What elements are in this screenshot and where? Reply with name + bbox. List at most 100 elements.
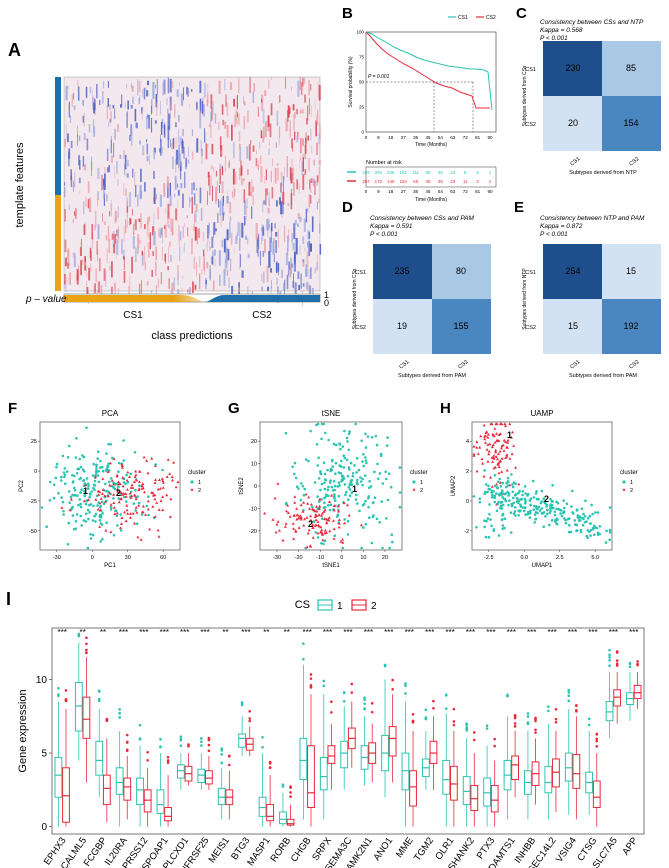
cluster-label-1: 1 bbox=[83, 486, 88, 496]
point-cluster-1 bbox=[81, 468, 85, 471]
point-cluster-1 bbox=[518, 510, 521, 513]
heatmap-cell bbox=[189, 104, 190, 108]
box-iqr bbox=[102, 774, 111, 806]
point-cluster-1 bbox=[501, 481, 505, 485]
point-cluster-1 bbox=[347, 486, 351, 489]
heatmap-cell bbox=[261, 98, 263, 103]
heatmap-cell bbox=[268, 148, 270, 156]
heatmap-cell bbox=[314, 267, 316, 274]
heatmap-cell bbox=[73, 253, 76, 268]
point-cluster-2 bbox=[499, 459, 502, 463]
point-cluster-1 bbox=[362, 464, 366, 468]
heatmap-cell bbox=[251, 206, 253, 219]
box-outlier bbox=[370, 710, 374, 714]
point-cluster-1 bbox=[94, 512, 98, 516]
heatmap-cell bbox=[111, 286, 113, 299]
heatmap-cell bbox=[175, 122, 177, 128]
point-cluster-1 bbox=[556, 518, 559, 522]
heatmap-cell bbox=[292, 143, 293, 152]
point-cluster-1 bbox=[542, 525, 545, 529]
box-outlier bbox=[179, 735, 183, 738]
heatmap-cell bbox=[195, 204, 198, 212]
scatter-legend-label-1: 1 bbox=[420, 480, 423, 486]
heatmap-cell bbox=[269, 123, 272, 138]
point-cluster-1 bbox=[116, 524, 119, 527]
point-cluster-1 bbox=[320, 542, 323, 545]
box-outlier bbox=[268, 766, 272, 769]
point-cluster-2 bbox=[274, 530, 278, 534]
point-cluster-2 bbox=[306, 502, 310, 505]
heatmap-cell bbox=[167, 137, 169, 149]
scatter-frame bbox=[259, 421, 403, 551]
point-cluster-1 bbox=[137, 501, 141, 505]
point-cluster-2 bbox=[129, 516, 132, 519]
heatmap-cell bbox=[163, 182, 166, 197]
scatter-x-tick: 60 bbox=[160, 555, 166, 561]
heatmap-cell bbox=[241, 222, 244, 238]
box-outlier bbox=[248, 717, 252, 720]
box-outlier bbox=[207, 743, 211, 747]
scatter-legend-title: cluster bbox=[410, 470, 428, 476]
point-cluster-1 bbox=[370, 541, 374, 545]
point-cluster-1 bbox=[299, 498, 303, 502]
heatmap-cell bbox=[310, 178, 313, 183]
box-outlier bbox=[179, 744, 183, 748]
heatmap-cell bbox=[225, 247, 228, 264]
point-cluster-2 bbox=[302, 523, 306, 527]
heatmap-cell bbox=[213, 222, 216, 235]
heatmap-cell bbox=[290, 168, 293, 184]
point-cluster-1 bbox=[517, 491, 520, 495]
heatmap-cell bbox=[298, 183, 300, 193]
heatmap-cell bbox=[271, 222, 273, 232]
cluster-label-1: 1 bbox=[352, 484, 357, 494]
heatmap-cell bbox=[71, 94, 74, 107]
significance-label: ** bbox=[80, 628, 86, 637]
point-cluster-2 bbox=[514, 466, 518, 469]
point-cluster-1 bbox=[506, 480, 510, 483]
point-cluster-1 bbox=[83, 490, 86, 493]
panel-d-value-22: 155 bbox=[453, 321, 468, 331]
box-outlier bbox=[554, 717, 558, 721]
point-cluster-1 bbox=[521, 493, 524, 497]
box-outlier bbox=[268, 761, 272, 765]
heatmap-cell bbox=[97, 167, 100, 179]
heatmap-cell bbox=[238, 287, 240, 292]
point-cluster-2 bbox=[156, 528, 160, 532]
heatmap-cell bbox=[110, 139, 112, 154]
point-cluster-1 bbox=[486, 490, 489, 494]
heatmap-cell bbox=[218, 199, 220, 208]
risk-x-tick: 90 bbox=[487, 189, 493, 194]
heatmap-cell bbox=[152, 251, 154, 256]
heatmap-cell bbox=[132, 96, 134, 104]
box-outlier bbox=[350, 682, 354, 686]
km-x-tick: 54 bbox=[438, 135, 444, 140]
heatmap-cell bbox=[167, 138, 169, 148]
heatmap-cell bbox=[64, 209, 66, 222]
point-cluster-2 bbox=[486, 443, 490, 446]
point-cluster-2 bbox=[490, 445, 494, 449]
heatmap-cell bbox=[178, 189, 180, 196]
heatmap-cell bbox=[97, 191, 99, 200]
point-cluster-1 bbox=[370, 436, 374, 439]
risk-cs1-value: 162 bbox=[399, 170, 407, 175]
point-cluster-2 bbox=[489, 475, 493, 479]
point-cluster-2 bbox=[492, 454, 496, 457]
point-cluster-1 bbox=[559, 512, 562, 515]
heatmap-cell bbox=[231, 124, 233, 141]
heatmap-cell bbox=[208, 175, 210, 186]
risk-cs2-value: 45 bbox=[425, 179, 431, 184]
point-cluster-1 bbox=[478, 500, 482, 504]
heatmap-cell bbox=[268, 198, 270, 207]
point-cluster-2 bbox=[332, 508, 336, 512]
heatmap-cell bbox=[107, 81, 109, 88]
point-cluster-1 bbox=[66, 456, 70, 459]
box-outlier bbox=[220, 749, 224, 752]
km-x-tick: 90 bbox=[487, 135, 493, 140]
km-xlabel: Time (Months) bbox=[415, 142, 447, 148]
point-cluster-2 bbox=[485, 448, 489, 451]
heatmap-cell bbox=[299, 245, 301, 255]
point-cluster-1 bbox=[485, 519, 488, 523]
heatmap-cell bbox=[221, 202, 224, 215]
point-cluster-1 bbox=[79, 465, 83, 469]
